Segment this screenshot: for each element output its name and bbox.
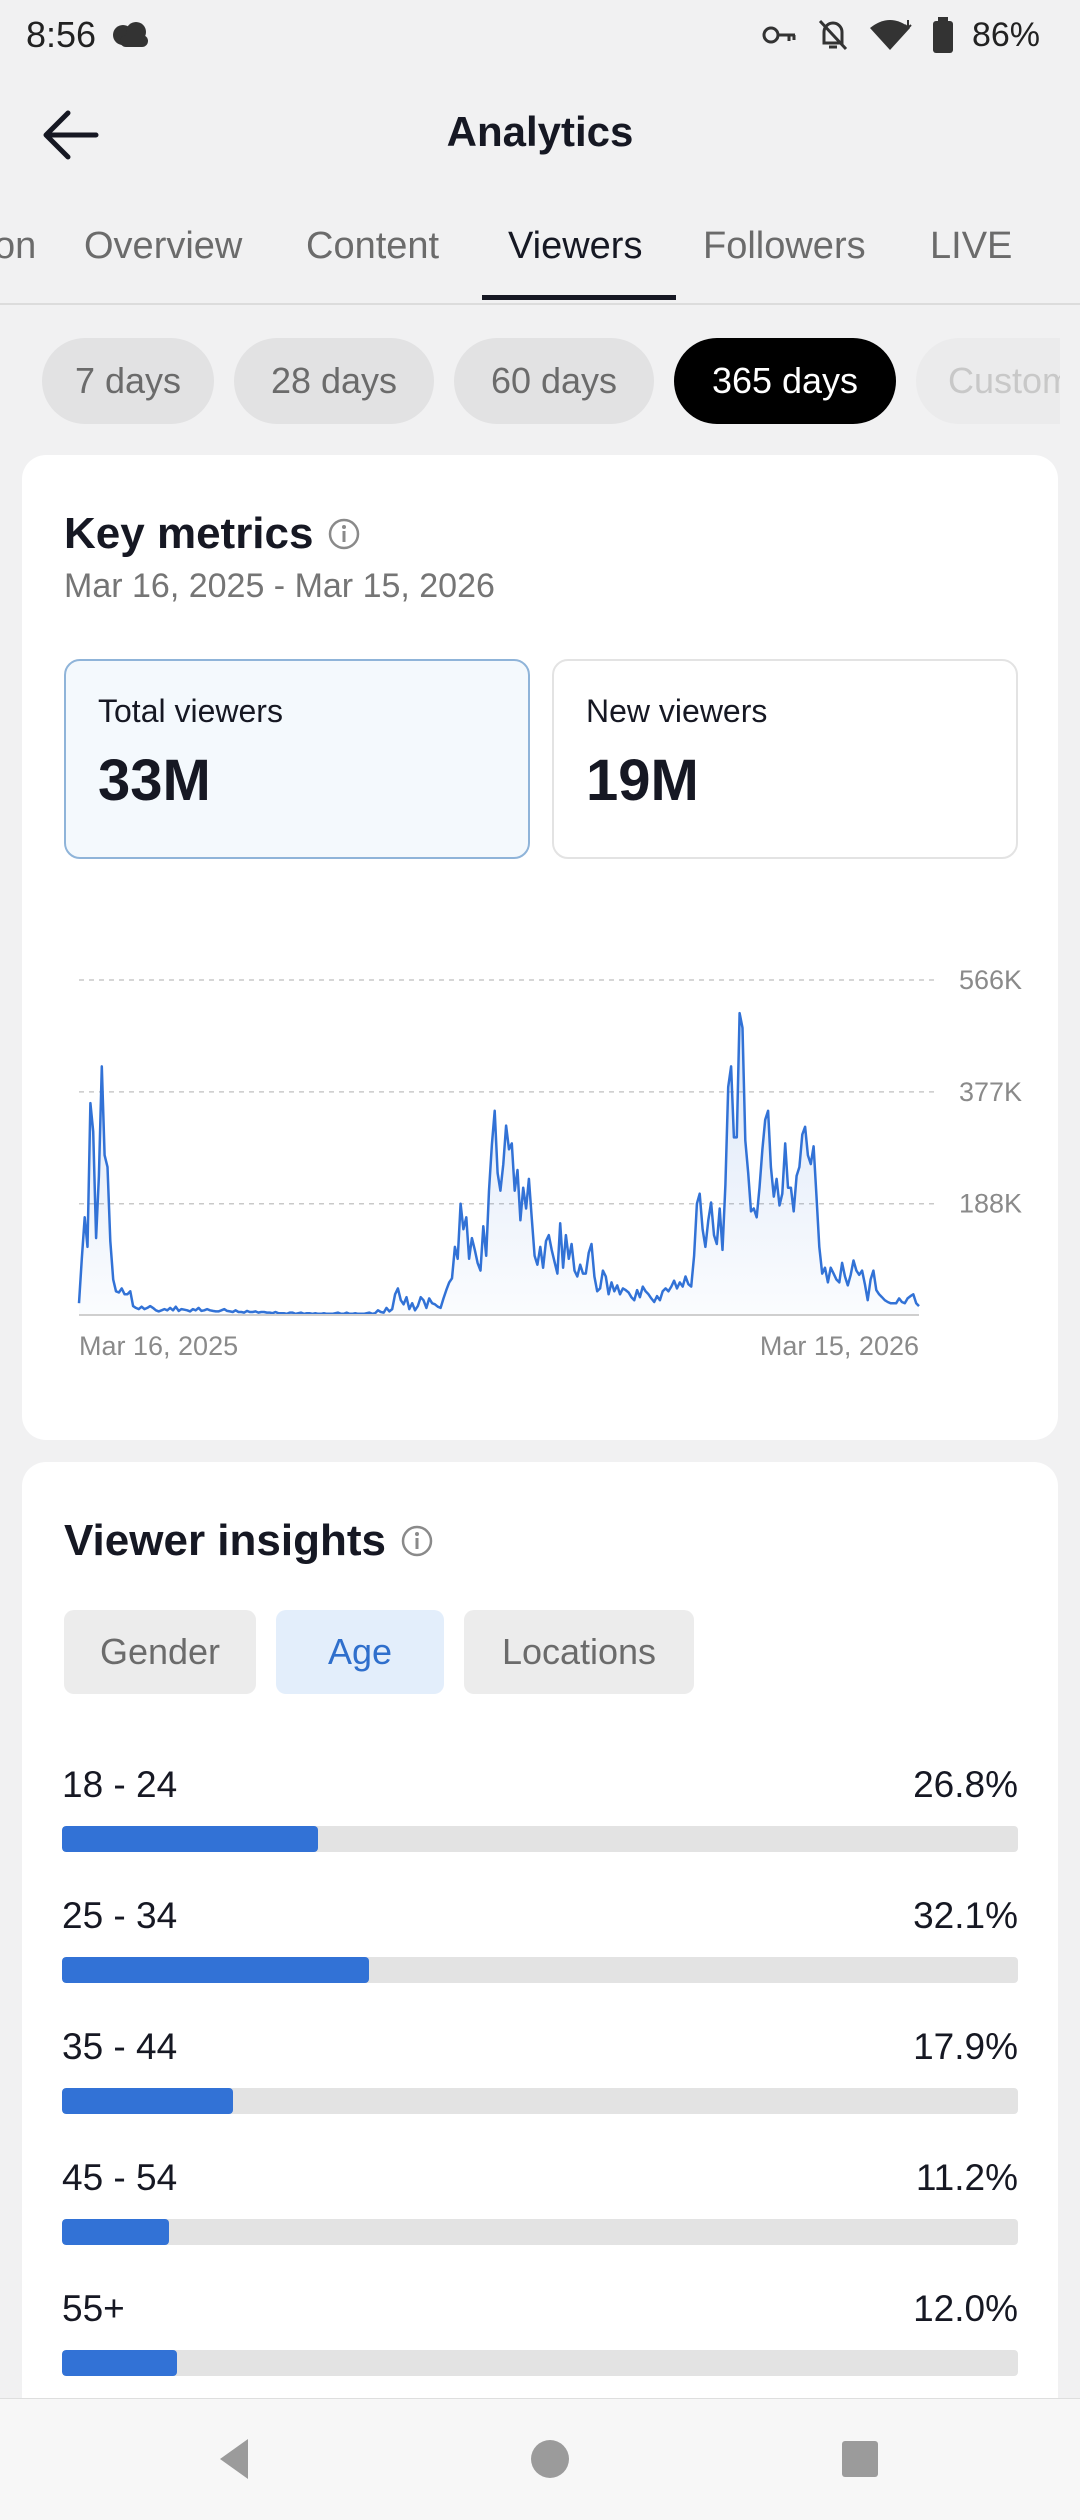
viewer-insights-heading: Viewer insights <box>64 1516 434 1566</box>
age-bar-fill <box>62 1957 369 1983</box>
key-icon <box>762 26 796 44</box>
age-row-35-44: 35 - 44 17.9% <box>62 2026 1018 2146</box>
age-label: 55+ <box>62 2288 125 2329</box>
total-viewers-value: 33M <box>98 748 211 813</box>
age-bar-track <box>62 1957 1018 1983</box>
age-bar-fill <box>62 2350 177 2376</box>
page-title: Analytics <box>446 108 634 155</box>
chart-y-tick-label: 377K <box>959 1077 1022 1107</box>
info-icon[interactable] <box>400 1524 434 1558</box>
tab-overview[interactable]: Overview <box>84 225 243 267</box>
age-bar-fill <box>62 2088 234 2114</box>
cloud-sync-icon <box>113 22 148 47</box>
app-header: Analytics <box>0 70 1080 195</box>
chart-x-tick-label: Mar 15, 2026 <box>760 1331 919 1361</box>
chip-28-days[interactable]: 28 days <box>234 338 434 424</box>
status-icons: 86% <box>762 12 1040 58</box>
status-bar: 8:56 86% <box>0 0 1080 70</box>
age-row-25-34: 25 - 34 32.1% <box>62 1895 1018 2015</box>
total-viewers-label: Total viewers <box>98 693 283 729</box>
bell-off-icon <box>818 19 848 51</box>
date-range: Mar 16, 2025 - Mar 15, 2026 <box>64 567 495 605</box>
age-bar-fill <box>62 1826 319 1852</box>
wifi-icon <box>869 20 912 50</box>
total-viewers-box[interactable]: Total viewers 33M <box>64 659 530 859</box>
age-bar-track <box>62 2088 1018 2114</box>
chip-7-days[interactable]: 7 days <box>42 338 214 424</box>
key-metrics-title: Key metrics <box>64 509 314 558</box>
age-label: 35 - 44 <box>62 2026 178 2067</box>
chart-y-tick-label: 188K <box>959 1189 1022 1219</box>
age-percent: 12.0% <box>913 2288 1018 2329</box>
chart-x-tick-label: Mar 16, 2025 <box>79 1331 238 1361</box>
new-viewers-label: New viewers <box>586 693 768 729</box>
age-bar-track <box>62 2350 1018 2376</box>
key-metrics-heading: Key metrics <box>64 509 361 559</box>
analytics-tabs: on Overview Content Viewers Followers LI… <box>0 195 1080 305</box>
age-percent: 32.1% <box>913 1895 1018 1936</box>
chip-60-days[interactable]: 60 days <box>454 338 654 424</box>
chart-area-fill <box>79 1013 919 1315</box>
chart-series-line <box>77 1011 920 1316</box>
nav-recents-icon[interactable] <box>830 2429 890 2489</box>
age-percent: 17.9% <box>913 2026 1018 2067</box>
age-bar-track <box>62 1826 1018 1852</box>
battery-icon <box>932 17 953 53</box>
viewer-insights-card: Viewer insights Gender Age Locations 18 … <box>22 1462 1058 2520</box>
insights-tab-locations[interactable]: Locations <box>464 1610 694 1694</box>
age-label: 25 - 34 <box>62 1895 178 1936</box>
age-percent: 26.8% <box>913 1764 1018 1805</box>
system-nav-bar <box>0 2398 1080 2520</box>
status-time: 8:56 <box>26 14 97 55</box>
period-selector: 7 days 28 days 60 days 365 days Custom <box>0 338 1080 424</box>
age-row-45-54: 45 - 54 11.2% <box>62 2157 1018 2277</box>
nav-back-icon[interactable] <box>206 2429 266 2489</box>
age-row-18-24: 18 - 24 26.8% <box>62 1764 1018 1884</box>
age-label: 18 - 24 <box>62 1764 178 1805</box>
info-icon[interactable] <box>327 517 361 551</box>
insights-tab-gender[interactable]: Gender <box>64 1610 256 1694</box>
tab-live[interactable]: LIVE <box>930 225 1013 267</box>
new-viewers-value: 19M <box>586 748 699 813</box>
nav-home-icon[interactable] <box>520 2429 580 2489</box>
age-percent: 11.2% <box>915 2157 1018 2198</box>
tab-followers[interactable]: Followers <box>703 225 866 267</box>
tab-inspiration[interactable]: on <box>0 225 37 267</box>
back-arrow-icon[interactable] <box>36 100 106 170</box>
age-bar-fill <box>62 2219 170 2245</box>
age-bar-track <box>62 2219 1018 2245</box>
chart-y-tick-label: 566K <box>959 965 1022 995</box>
age-row-55-plus: 55+ 12.0% <box>62 2288 1018 2408</box>
new-viewers-box[interactable]: New viewers 19M <box>552 659 1018 859</box>
battery-percent: 86% <box>971 15 1040 54</box>
viewers-chart[interactable]: 566K 377K 188K Mar 16, 2025 Mar 15, 2026 <box>22 895 1058 1395</box>
age-label: 45 - 54 <box>62 2157 178 2198</box>
active-tab-indicator <box>482 295 676 300</box>
tab-content[interactable]: Content <box>306 225 440 267</box>
chip-365-days[interactable]: 365 days <box>674 338 896 424</box>
insights-tab-age[interactable]: Age <box>276 1610 444 1694</box>
key-metrics-card: Key metrics Mar 16, 2025 - Mar 15, 2026 … <box>22 455 1058 1440</box>
viewer-insights-title: Viewer insights <box>64 1516 386 1565</box>
tab-viewers[interactable]: Viewers <box>508 225 643 267</box>
chip-custom[interactable]: Custom <box>916 338 1060 424</box>
